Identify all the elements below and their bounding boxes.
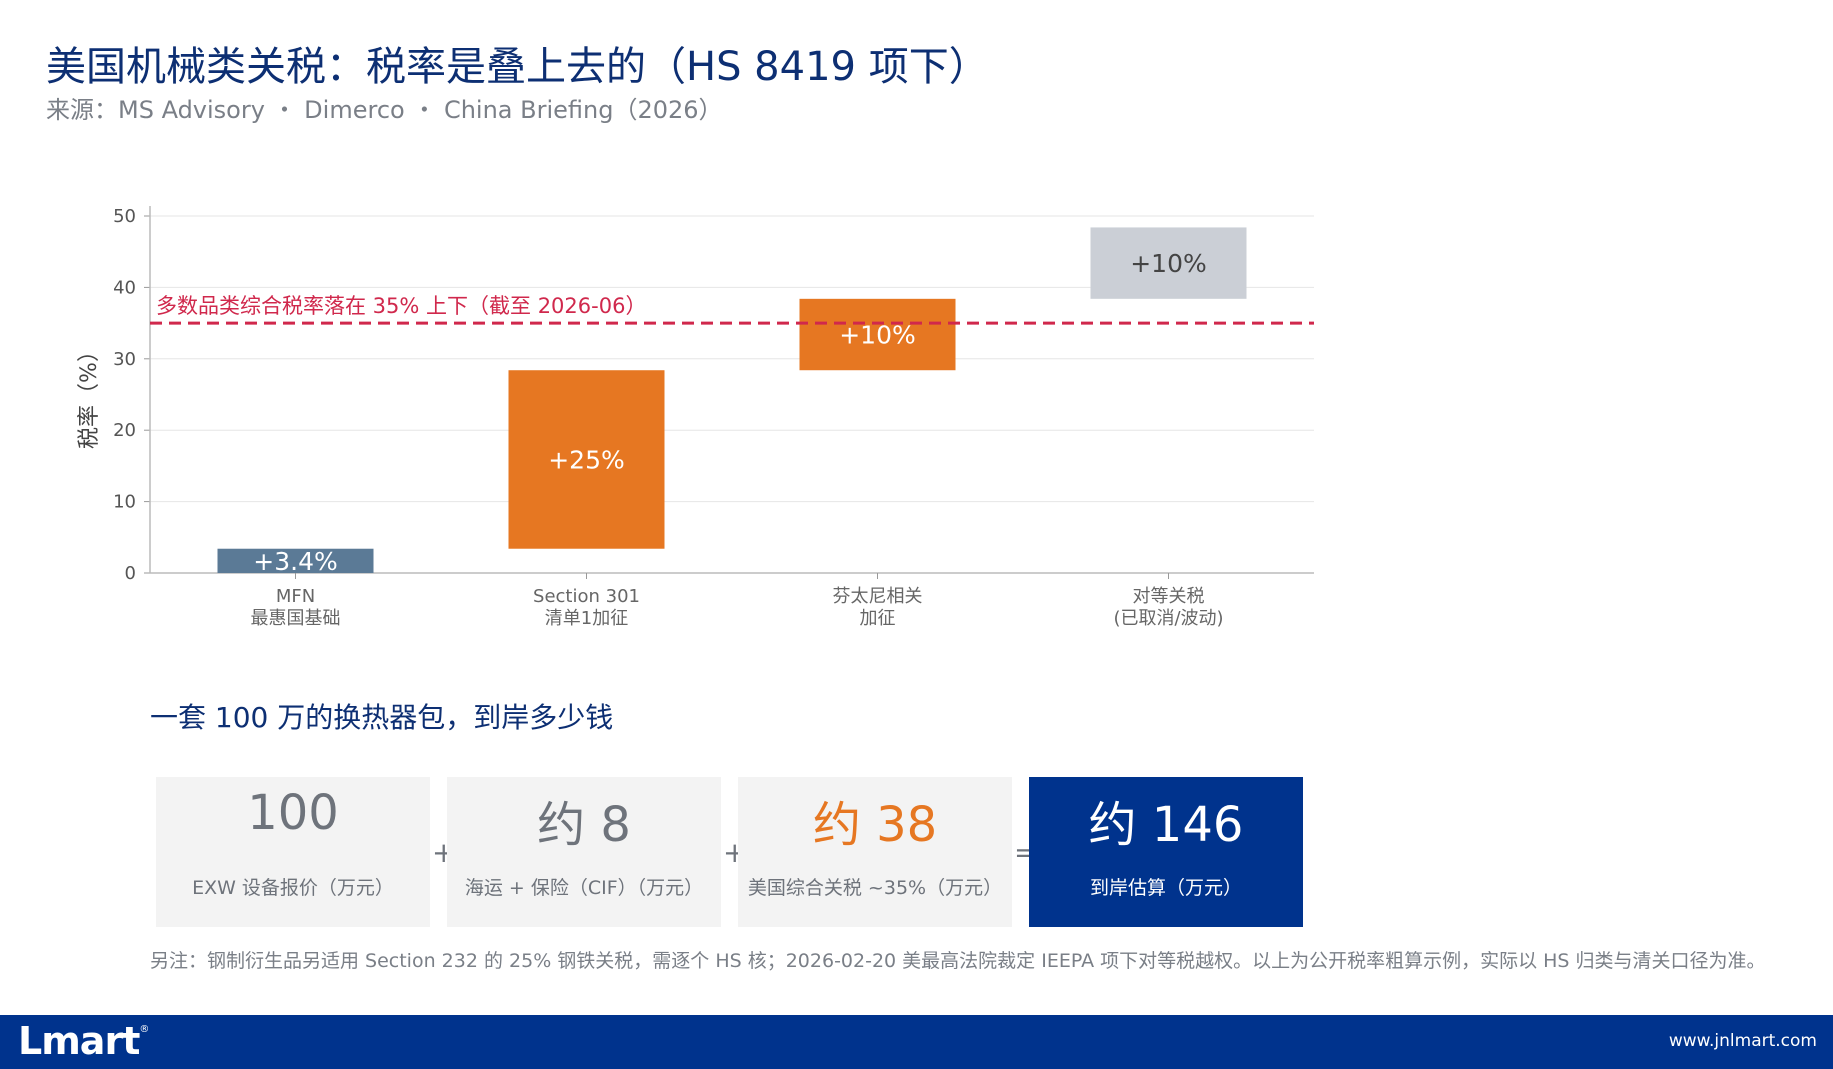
lmart-logo[interactable]: Lmart® [18,1019,149,1063]
bar-data-label: +3.4% [253,547,337,576]
registered-mark: ® [139,1024,149,1036]
x-tick-label: 清单1加征 [545,608,628,629]
calc-value-tariff: 约 38 [812,797,938,853]
bar [1090,227,1247,299]
y-tick-label: 40 [113,277,136,298]
calc-box-tariff: 约 38 美国综合关税 ~35%（万元） [738,777,1012,927]
y-tick-label: 30 [113,349,136,370]
footer-bar: Lmart® www.jnlmart.com [0,1015,1833,1069]
y-tick-label: 0 [125,563,136,584]
calc-label-tariff: 美国综合关税 ~35%（万元） [747,877,1003,899]
source-line: 来源：MS Advisory ・ Dimerco ・ China Briefin… [46,96,723,124]
logo-text: Lmart [18,1019,140,1063]
calc-label-exw: EXW 设备报价（万元） [192,877,394,899]
calculation-heading: 一套 100 万的换热器包，到岸多少钱 [150,701,614,734]
calc-box-freight: 约 8 海运 + 保险（CIF）（万元） [447,777,721,927]
bar-data-label: +10% [839,321,916,350]
calc-value-freight: 约 8 [537,797,631,853]
website-link[interactable]: www.jnlmart.com [1668,1031,1817,1051]
bar-data-label: +25% [548,445,625,474]
x-tick-label: Section 301 [533,586,640,607]
bar [217,548,374,573]
x-tick-label: 加征 [860,608,896,629]
y-axis-label: 税率（%） [77,340,102,449]
y-tick-label: 50 [113,206,136,227]
calc-box-exw: 100 EXW 设备报价（万元） [156,777,430,927]
x-tick-label: 芬太尼相关 [833,586,923,607]
calc-value-total: 约 146 [1088,797,1244,853]
calc-value-exw: 100 [247,785,339,841]
reference-line-label: 多数品类综合税率落在 35% 上下（截至 2026-06） [156,294,646,318]
bar [799,298,956,371]
y-tick-label: 10 [113,492,136,513]
x-tick-label: 最惠国基础 [251,608,341,629]
page-title: 美国机械类关税：税率是叠上去的（HS 8419 项下） [46,44,989,90]
x-tick-label: (已取消/波动) [1113,608,1223,629]
x-tick-label: MFN [276,586,315,607]
calc-box-total: 约 146 到岸估算（万元） [1029,777,1303,927]
bar [508,370,665,549]
bar-data-label: +10% [1130,249,1207,278]
footnote: 另注：钢制衍生品另适用 Section 232 的 25% 钢铁关税，需逐个 H… [150,950,1766,972]
calc-label-freight: 海运 + 保险（CIF）（万元） [464,877,704,899]
calc-label-total: 到岸估算（万元） [1089,877,1242,899]
y-tick-label: 20 [113,420,136,441]
x-tick-label: 对等关税 [1133,586,1205,607]
